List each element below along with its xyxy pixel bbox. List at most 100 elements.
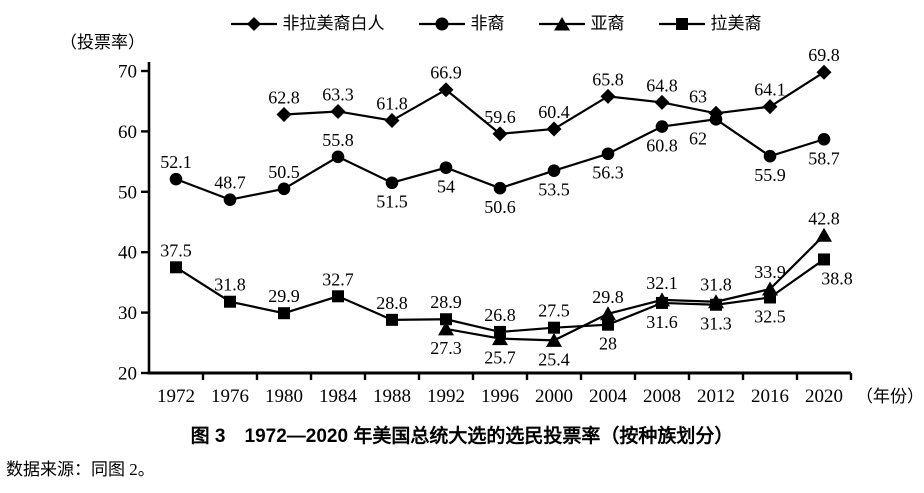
data-label-asian: 29.8 xyxy=(592,287,624,307)
circle-marker-black xyxy=(763,149,777,163)
x-tick-label: 2016 xyxy=(751,386,789,407)
square-marker-hispanic xyxy=(224,295,236,308)
legend: 非拉美裔白人 非裔 亚裔 拉美裔 xyxy=(149,15,843,32)
legend-item-white: 非拉美裔白人 xyxy=(230,14,385,33)
data-label-black: 54 xyxy=(437,177,455,197)
circle-marker-black xyxy=(331,150,345,164)
data-label-white: 64.8 xyxy=(646,75,678,95)
chart-title: 图 3 1972—2020 年美国总统大选的选民投票率（按种族划分） xyxy=(190,426,734,447)
data-label-hispanic: 28 xyxy=(599,334,617,354)
square-marker-hispanic xyxy=(602,318,614,331)
data-label-hispanic: 32.5 xyxy=(754,307,786,327)
x-tick-label: 1972 xyxy=(157,386,195,407)
x-tick-label: 2004 xyxy=(589,386,628,407)
data-label-white: 61.8 xyxy=(376,94,408,114)
square-marker-hispanic xyxy=(386,313,398,326)
data-label-hispanic: 26.8 xyxy=(484,305,516,325)
square-marker-hispanic xyxy=(332,290,344,303)
diamond-marker-white xyxy=(492,126,508,142)
y-tick-label: 50 xyxy=(118,182,137,203)
data-label-hispanic: 28.8 xyxy=(376,293,408,313)
data-label-white: 62.8 xyxy=(268,87,300,107)
data-label-black: 55.8 xyxy=(322,130,354,150)
diamond-marker-white xyxy=(438,82,454,98)
circle-marker-black xyxy=(169,172,183,186)
data-label-hispanic: 27.5 xyxy=(538,301,570,321)
square-marker-hispanic xyxy=(170,261,182,274)
data-label-white: 60.4 xyxy=(538,102,570,122)
diamond-marker-white xyxy=(384,113,400,129)
circle-marker-black xyxy=(817,132,831,146)
circle-marker-black xyxy=(547,164,561,177)
diamond-marker-white xyxy=(330,103,346,119)
data-label-black: 50.5 xyxy=(268,162,300,182)
y-tick-label: 70 xyxy=(118,62,137,83)
square-marker-hispanic xyxy=(440,313,452,326)
chart-canvas: 20 30 40 50 60 70 1972 1976 1980 1984 1988 1992 1996… xyxy=(60,33,924,407)
diamond-marker-icon xyxy=(230,16,277,31)
data-label-hispanic: 28.9 xyxy=(430,292,462,312)
legend-label-black: 非裔 xyxy=(470,14,505,33)
x-tick-label: 1992 xyxy=(427,386,465,407)
data-label-white: 63.3 xyxy=(322,84,354,104)
circle-marker-black xyxy=(277,182,291,196)
x-tick-label: 1988 xyxy=(373,386,411,407)
triangle-marker-icon xyxy=(538,16,585,30)
triangle-marker-asian xyxy=(438,321,454,336)
x-tick-label: 1976 xyxy=(211,386,249,407)
data-label-asian: 42.8 xyxy=(808,208,840,228)
square-marker-hispanic xyxy=(710,298,722,311)
data-label-hispanic: 29.9 xyxy=(268,286,300,306)
data-label-asian: 32.1 xyxy=(646,273,678,293)
data-label-black: 62 xyxy=(689,128,707,148)
data-label-black: 56.3 xyxy=(592,163,624,183)
data-label-asian: 33.9 xyxy=(754,262,786,282)
circle-marker-black xyxy=(493,181,507,195)
data-label-hispanic: 32.7 xyxy=(322,269,354,289)
x-tick-label: 2012 xyxy=(697,386,735,407)
diamond-marker-white xyxy=(600,88,616,104)
x-tick-label: 1996 xyxy=(481,386,519,407)
data-label-black: 55.9 xyxy=(754,165,786,185)
legend-label-asian: 亚裔 xyxy=(590,14,625,33)
data-label-white: 63 xyxy=(689,86,707,106)
x-tick-label: 2000 xyxy=(535,386,573,407)
data-label-hispanic: 31.3 xyxy=(700,314,732,334)
data-label-black: 53.5 xyxy=(538,180,570,200)
legend-item-black: 非裔 xyxy=(418,14,505,33)
circle-marker-black xyxy=(655,120,669,133)
diamond-marker-white xyxy=(762,99,778,115)
legend-item-asian: 亚裔 xyxy=(538,14,625,33)
square-marker-hispanic xyxy=(818,253,830,266)
x-tick-label: 1984 xyxy=(319,386,358,407)
square-marker-hispanic xyxy=(278,307,290,320)
y-tick-label: 60 xyxy=(118,122,137,143)
circle-marker-icon xyxy=(418,17,465,30)
series-line-asian xyxy=(445,234,825,342)
data-label-hispanic: 31.6 xyxy=(646,312,678,332)
data-label-white: 59.6 xyxy=(484,107,516,127)
data-label-black: 58.7 xyxy=(808,148,840,168)
circle-marker-black xyxy=(385,176,399,190)
data-label-hispanic: 31.8 xyxy=(214,275,246,295)
data-label-black: 48.7 xyxy=(214,173,246,193)
data-label-white: 69.8 xyxy=(808,45,840,65)
data-label-black: 50.6 xyxy=(484,197,516,217)
data-label-white: 66.9 xyxy=(430,63,462,83)
data-label-white: 65.8 xyxy=(592,69,624,89)
circle-marker-black xyxy=(601,147,615,161)
diamond-marker-white xyxy=(276,106,292,122)
square-marker-hispanic xyxy=(548,321,560,334)
x-tick-label: 2008 xyxy=(643,386,681,407)
triangle-marker-asian xyxy=(546,332,562,347)
data-label-black: 51.5 xyxy=(376,192,408,212)
data-label-hispanic: 37.5 xyxy=(160,240,192,260)
legend-label-white: 非拉美裔白人 xyxy=(282,14,385,33)
x-tick-label: 1980 xyxy=(265,386,303,407)
square-marker-hispanic xyxy=(656,296,668,309)
data-label-hispanic: 38.8 xyxy=(821,268,853,288)
y-tick-label: 40 xyxy=(118,243,137,264)
circle-marker-black xyxy=(439,161,453,174)
diamond-marker-white xyxy=(816,64,832,80)
